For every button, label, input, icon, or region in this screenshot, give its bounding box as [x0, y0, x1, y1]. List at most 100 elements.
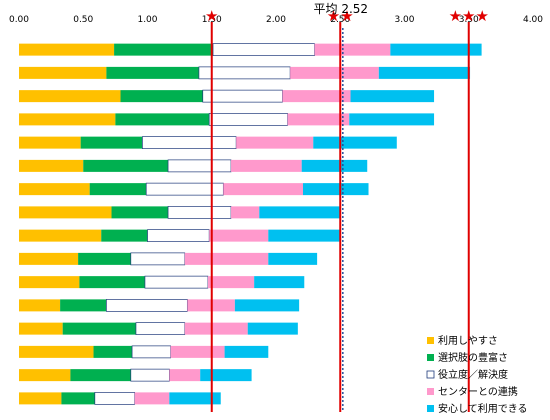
bar-segment	[115, 113, 210, 126]
bar-segment	[349, 113, 435, 126]
bar-segment	[19, 183, 90, 196]
bar-segment	[236, 136, 314, 149]
bar-segment	[130, 252, 186, 266]
bar-segment	[231, 206, 260, 219]
legend-label: 安心して利用できる	[438, 402, 528, 415]
bar-segment	[313, 136, 397, 149]
bar-segment	[390, 43, 482, 56]
bar-segment	[106, 66, 199, 79]
bar-segment	[80, 136, 143, 149]
bar-segment	[19, 66, 107, 79]
bar-segment	[207, 276, 255, 289]
bar-segment	[290, 66, 379, 79]
bar-segment	[231, 159, 302, 172]
bar-segment	[70, 369, 131, 382]
bar-segment	[79, 276, 145, 289]
bar-segment	[114, 43, 214, 56]
x-tick-label: 2.50	[330, 15, 350, 25]
x-tick-label: 1.00	[137, 15, 157, 25]
bar-segment	[83, 159, 169, 172]
legend-label: センターとの連携	[438, 385, 518, 398]
bar-segment	[94, 392, 136, 405]
legend-label: 利用しやすさ	[438, 335, 498, 347]
bar-segment	[120, 90, 203, 103]
bar-segment	[170, 345, 225, 358]
bar-segment	[19, 345, 94, 358]
bar-segment	[184, 322, 248, 335]
bar-segment	[19, 252, 79, 265]
star-label: ★★★	[449, 7, 489, 25]
star-label: ★★	[327, 7, 354, 25]
bar-segment	[19, 43, 115, 56]
bar-segment	[268, 252, 318, 265]
bar-segment	[314, 43, 391, 56]
bar-segment	[134, 392, 170, 405]
bar-segment	[282, 90, 351, 103]
x-tick-label: 3.00	[394, 15, 414, 25]
bar-segment	[130, 368, 170, 382]
bar-segment	[60, 299, 107, 312]
bar-segment	[147, 229, 210, 242]
bar-segment	[142, 136, 237, 149]
bar-segment	[78, 252, 131, 265]
legend-swatch	[427, 405, 434, 412]
bar-segment	[19, 136, 81, 149]
bar-segment	[106, 299, 188, 312]
bar-segment	[19, 276, 80, 289]
bar-segment	[19, 392, 62, 405]
legend-label: 役立度／解決度	[438, 368, 508, 381]
bar-segment	[19, 369, 71, 382]
star-label: ★	[205, 7, 218, 25]
bar-segment	[287, 113, 350, 126]
x-tick-label: 0.00	[9, 15, 29, 25]
bars	[19, 43, 482, 405]
bar-segment	[184, 252, 269, 265]
bar-segment	[208, 113, 288, 126]
legend-swatch	[426, 370, 435, 379]
x-tick-label: 4.00	[523, 15, 543, 25]
bar-segment	[169, 392, 221, 405]
bar-segment	[247, 322, 298, 335]
x-tick-label: 0.50	[73, 15, 93, 25]
bar-segment	[224, 345, 269, 358]
bar-segment	[223, 183, 303, 196]
bar-segment	[254, 276, 305, 289]
bar-segment	[350, 90, 435, 103]
bar-segment	[378, 66, 471, 79]
bar-segment	[111, 206, 169, 219]
bar-segment	[93, 345, 133, 358]
bar-segment	[61, 392, 95, 405]
bar-segment	[19, 299, 61, 312]
bar-segment	[202, 89, 283, 103]
bar-segment	[19, 206, 112, 219]
bar-segment	[167, 159, 232, 173]
bar-segment	[19, 90, 121, 103]
x-axis-ticks: 0.00 0.50 1.00 1.50 2.00 2.50 3.00 3.50 4.00	[9, 15, 543, 25]
bar-segment	[209, 229, 269, 242]
bar-segment	[212, 43, 315, 56]
bar-segment	[268, 229, 341, 242]
bar-segment	[19, 229, 102, 242]
bar-segment	[169, 369, 201, 382]
x-tick-label: 2.00	[266, 15, 286, 25]
bar-segment	[19, 113, 116, 126]
bar-segment	[131, 345, 171, 359]
bar-segment	[200, 369, 252, 382]
legend-label: 選択肢の豊富さ	[438, 351, 508, 364]
bar-segment	[19, 159, 84, 172]
bar-segment	[144, 275, 209, 289]
legend-swatch	[427, 354, 434, 361]
reference-lines: ★ ★★ ★★★平均 2.52	[205, 2, 489, 412]
x-tick-label: 1.50	[202, 15, 222, 25]
legend-swatch	[427, 388, 434, 395]
bar-segment	[301, 159, 368, 172]
bar-segment	[234, 299, 300, 312]
bar-segment	[167, 206, 232, 219]
bar-segment	[19, 322, 63, 335]
x-tick-label: 3.50	[459, 15, 479, 25]
bar-segment	[302, 183, 369, 196]
bar-segment	[259, 206, 341, 219]
bar-segment	[135, 322, 186, 335]
